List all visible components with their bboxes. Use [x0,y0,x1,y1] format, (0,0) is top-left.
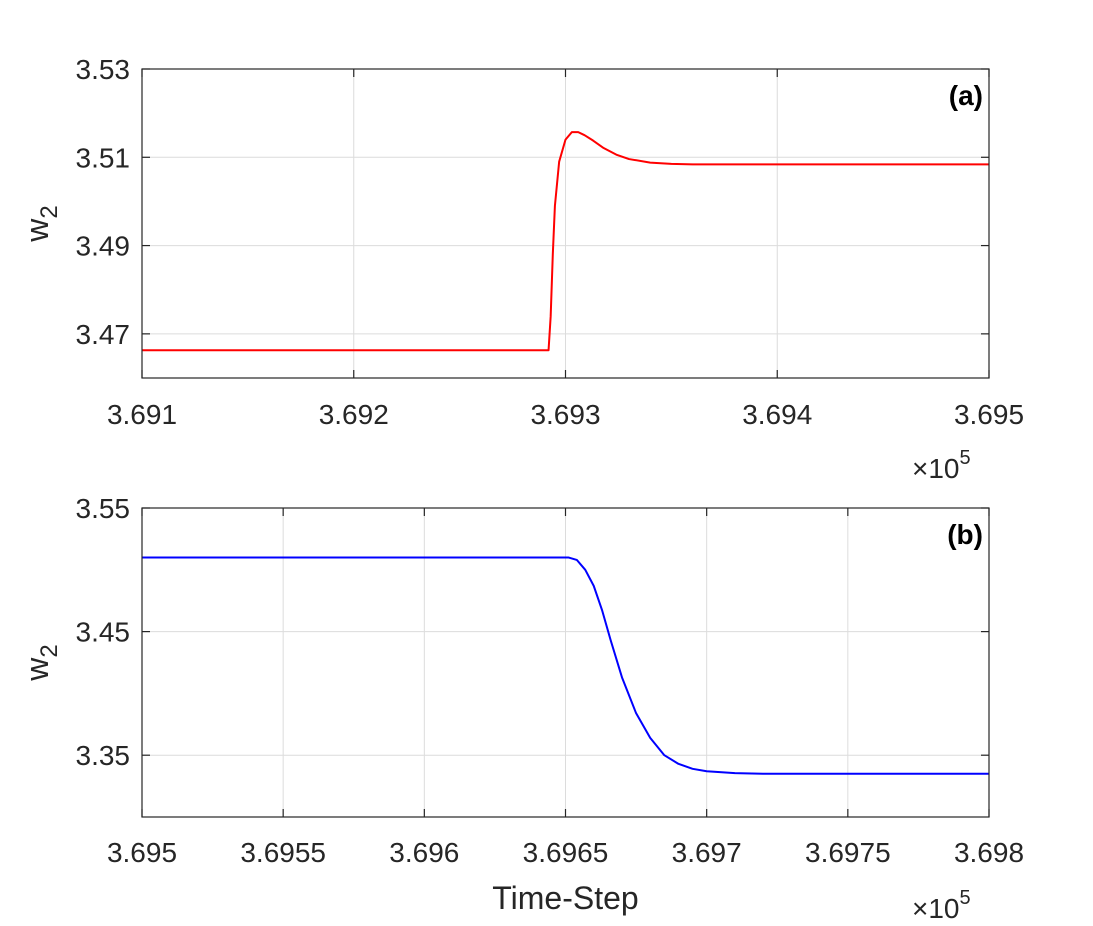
y-tick-label: 3.51 [76,142,131,173]
x-tick-label: 3.691 [107,399,177,430]
panel-label: (a) [949,80,983,111]
y-tick-label: 3.53 [76,54,131,85]
x-tick-label: 3.692 [319,399,389,430]
panel-a: 3.691 3.692 3.693 3.694 3.695 3.47 3.49 3.51 3.5… [19,54,1024,484]
y-tick-label: 3.55 [76,493,131,524]
x-tick-label: 3.698 [954,837,1024,868]
x-exponent-label: ×105 [912,447,971,484]
series-line [142,556,989,775]
y-axis-label: w2 [19,205,63,242]
series-line [142,131,989,352]
x-tick-label: 3.696 [389,837,459,868]
x-tick-label: 3.6955 [240,837,326,868]
x-tick-label: 3.695 [954,399,1024,430]
x-tick-label: 3.693 [530,399,600,430]
x-tick-label: 3.694 [742,399,812,430]
y-axis-label: w2 [19,644,63,681]
panel-label: (b) [947,519,983,550]
y-tick-label: 3.45 [76,617,131,648]
y-tick-label: 3.47 [76,319,131,350]
x-exponent-label: ×105 [912,887,971,924]
x-tick-label: 3.697 [672,837,742,868]
x-tick-label: 3.6975 [805,837,891,868]
x-axis-label: Time-Step [492,880,638,916]
x-tick-label: 3.6965 [523,837,609,868]
panel-b: 3.695 3.6955 3.696 3.6965 3.697 3.6975 3.698 3.… [19,493,1024,924]
y-tick-label: 3.49 [76,231,131,262]
x-tick-label: 3.695 [107,837,177,868]
y-tick-label: 3.35 [76,740,131,771]
